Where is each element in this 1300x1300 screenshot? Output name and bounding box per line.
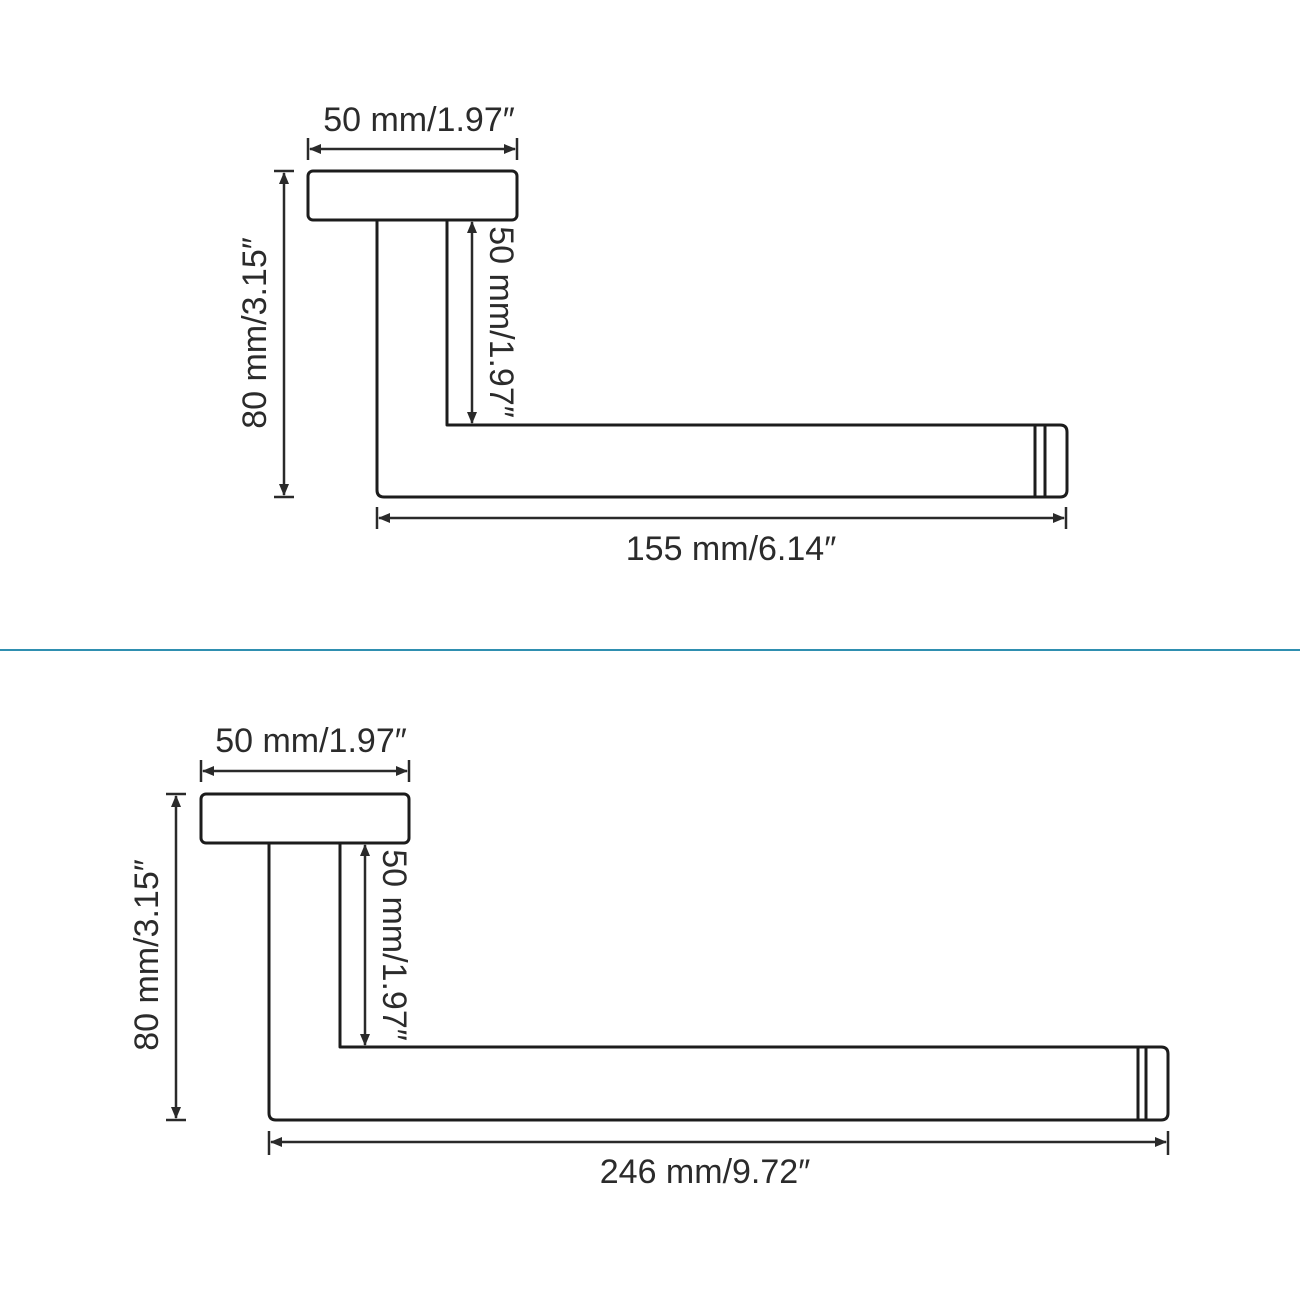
mount-plate xyxy=(199,792,411,845)
mount-plate xyxy=(306,169,519,222)
height-label: 80 mm/3.15″ xyxy=(128,859,166,1051)
height-label: 80 mm/3.15″ xyxy=(236,237,274,429)
holder-drawing-large: 50 mm/1.97″ 80 mm/3.15″ 50 mm/1.97″ 246 … xyxy=(128,722,1170,1191)
top-width-label: 50 mm/1.97″ xyxy=(323,101,515,139)
top-width-label: 50 mm/1.97″ xyxy=(215,722,407,760)
holder-drawing-small: 50 mm/1.97″ 80 mm/3.15″ 50 mm/1.97″ 155 … xyxy=(236,101,1069,568)
length-label: 246 mm/9.72″ xyxy=(600,1153,810,1191)
inner-height-label: 50 mm/1.97″ xyxy=(375,849,413,1041)
inner-height-label: 50 mm/1.97″ xyxy=(482,226,520,418)
length-label: 155 mm/6.14″ xyxy=(626,530,836,568)
holder-arm xyxy=(267,843,1170,1122)
holder-arm xyxy=(375,220,1069,499)
